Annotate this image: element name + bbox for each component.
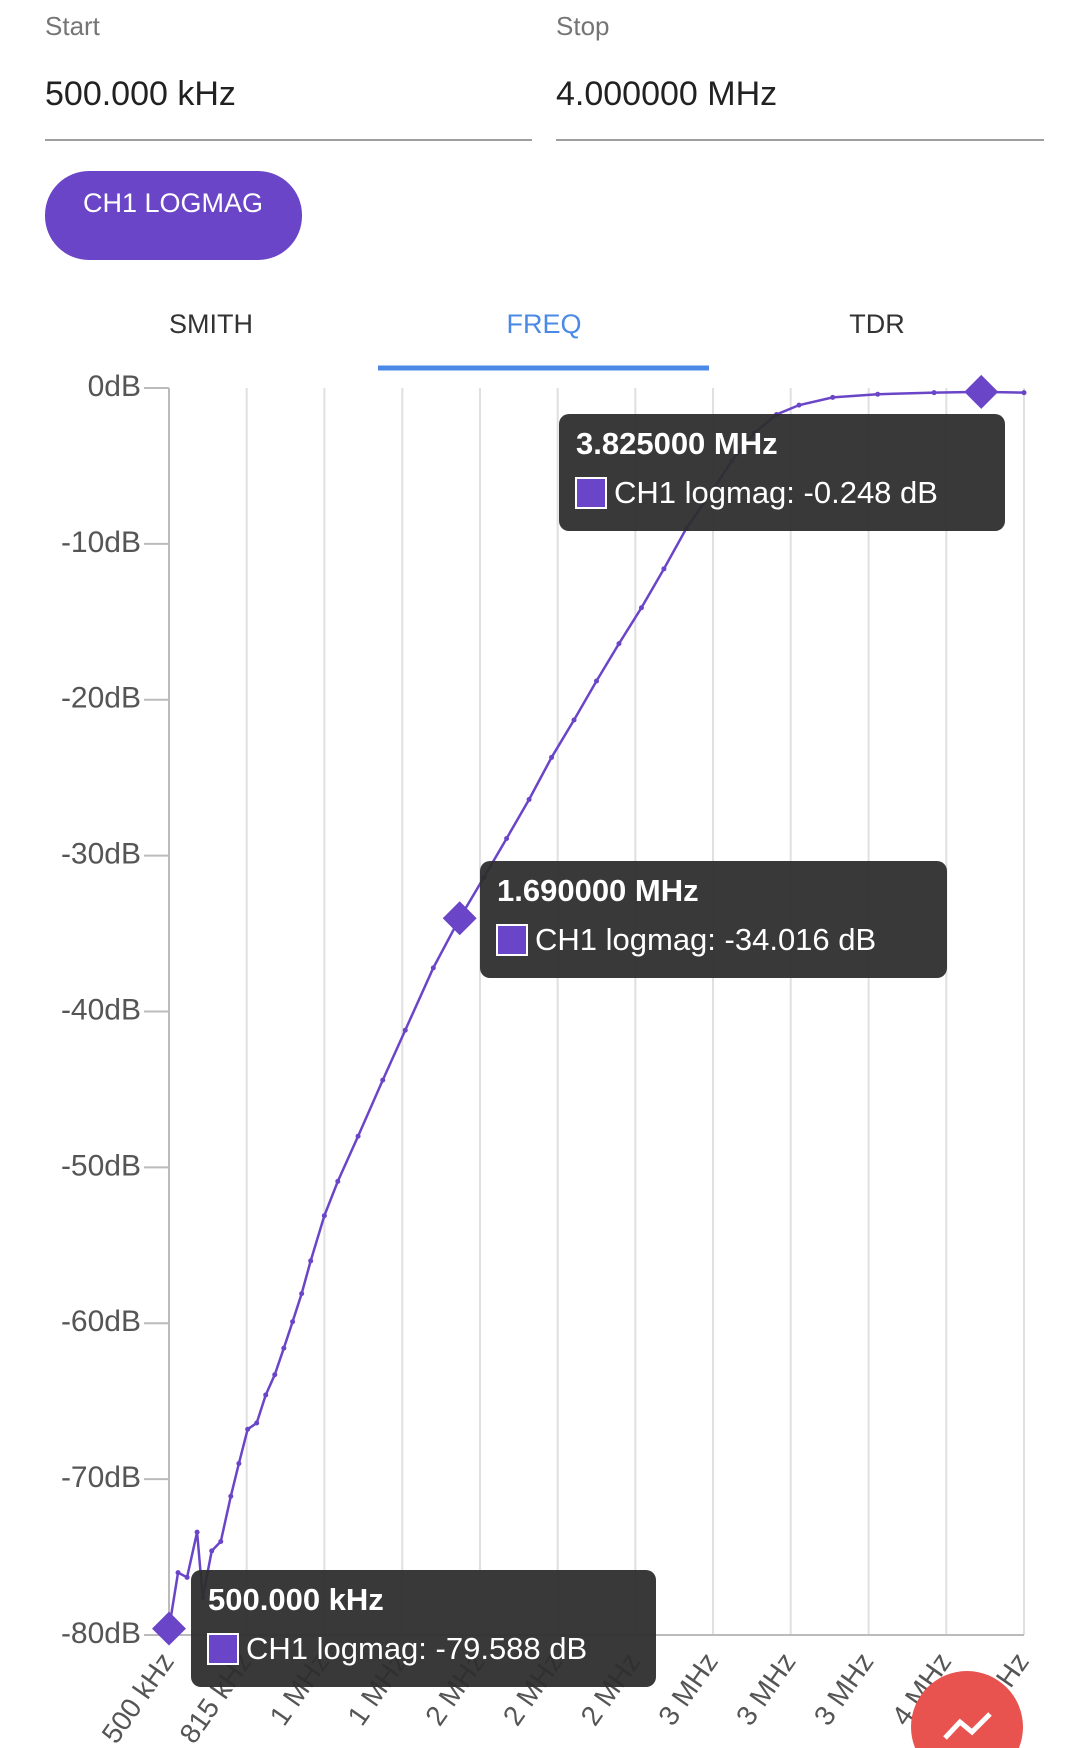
stop-input[interactable]: 4.000000 MHz: [556, 75, 777, 113]
data-point: [263, 1392, 269, 1398]
legend-swatch: [575, 477, 607, 509]
stop-label: Stop: [556, 11, 610, 41]
data-point: [281, 1345, 287, 1351]
y-tick-label: -60dB: [61, 1305, 141, 1338]
series-line: [167, 390, 1025, 1629]
data-point: [571, 717, 577, 723]
data-point: [661, 566, 667, 572]
x-tick-label: 500 kHz: [96, 1647, 180, 1748]
marker-value: CH1 logmag: -34.016 dB: [535, 922, 876, 957]
y-tick-label: -30dB: [61, 838, 141, 871]
data-point: [549, 754, 555, 760]
data-point: [830, 394, 836, 400]
y-tick-label: -80dB: [61, 1617, 141, 1650]
data-point: [245, 1426, 251, 1432]
data-point: [638, 605, 644, 611]
channel-button[interactable]: [45, 171, 302, 260]
x-tick-label: 3 MHz: [808, 1647, 880, 1731]
channel-button-label: CH1 LOGMAG: [83, 188, 263, 218]
data-point: [299, 1291, 305, 1297]
data-point: [616, 641, 622, 647]
start-input[interactable]: 500.000 kHz: [45, 75, 236, 113]
data-point: [402, 1027, 408, 1033]
y-tick-label: 0dB: [88, 370, 141, 403]
marker-frequency: 1.690000 MHz: [497, 873, 699, 908]
data-point: [228, 1493, 234, 1499]
marker-value: CH1 logmag: -0.248 dB: [614, 475, 938, 510]
y-tick-label: -40dB: [61, 993, 141, 1026]
x-tick-label: 3 MHz: [652, 1647, 724, 1731]
marker-tooltip: [191, 1570, 656, 1687]
legend-swatch: [496, 924, 528, 956]
start-label: Start: [45, 11, 101, 41]
data-point: [321, 1213, 327, 1219]
data-point: [254, 1420, 260, 1426]
fab-icon: [943, 1712, 992, 1740]
data-point: [875, 391, 881, 397]
data-point: [209, 1548, 215, 1554]
marker: [152, 1611, 186, 1646]
marker-frequency: 500.000 kHz: [208, 1582, 384, 1617]
data-point: [218, 1538, 224, 1544]
data-point: [594, 678, 599, 684]
data-point: [272, 1372, 278, 1378]
data-point: [236, 1461, 242, 1467]
x-tick-label: 3 MHz: [730, 1647, 802, 1731]
y-tick-label: -10dB: [61, 526, 141, 559]
tab[interactable]: SMITH: [169, 309, 253, 339]
data-point: [184, 1574, 190, 1580]
data-point: [430, 965, 436, 971]
y-tick-label: -50dB: [61, 1149, 141, 1182]
marker-tooltip: [559, 414, 1005, 531]
fab-button[interactable]: [911, 1671, 1023, 1748]
data-point: [380, 1077, 386, 1083]
y-tick-label: -20dB: [61, 682, 141, 715]
data-point: [931, 390, 937, 396]
data-point: [796, 402, 802, 408]
data-point: [355, 1133, 361, 1139]
legend-swatch: [207, 1633, 239, 1665]
data-point: [504, 835, 510, 841]
data-point: [194, 1529, 200, 1535]
data-point: [526, 797, 532, 803]
marker-tooltip: [480, 861, 947, 978]
data-point: [308, 1258, 314, 1264]
marker-frequency: 3.825000 MHz: [576, 426, 778, 461]
data-point: [290, 1319, 296, 1325]
marker-value: CH1 logmag: -79.588 dB: [246, 1631, 587, 1666]
data-point: [335, 1178, 341, 1184]
data-point: [175, 1570, 181, 1576]
data-point: [1021, 390, 1027, 396]
y-tick-label: -70dB: [61, 1461, 141, 1494]
tab[interactable]: FREQ: [506, 309, 581, 339]
marker: [964, 374, 999, 409]
tab[interactable]: TDR: [849, 309, 905, 339]
marker: [442, 901, 477, 936]
